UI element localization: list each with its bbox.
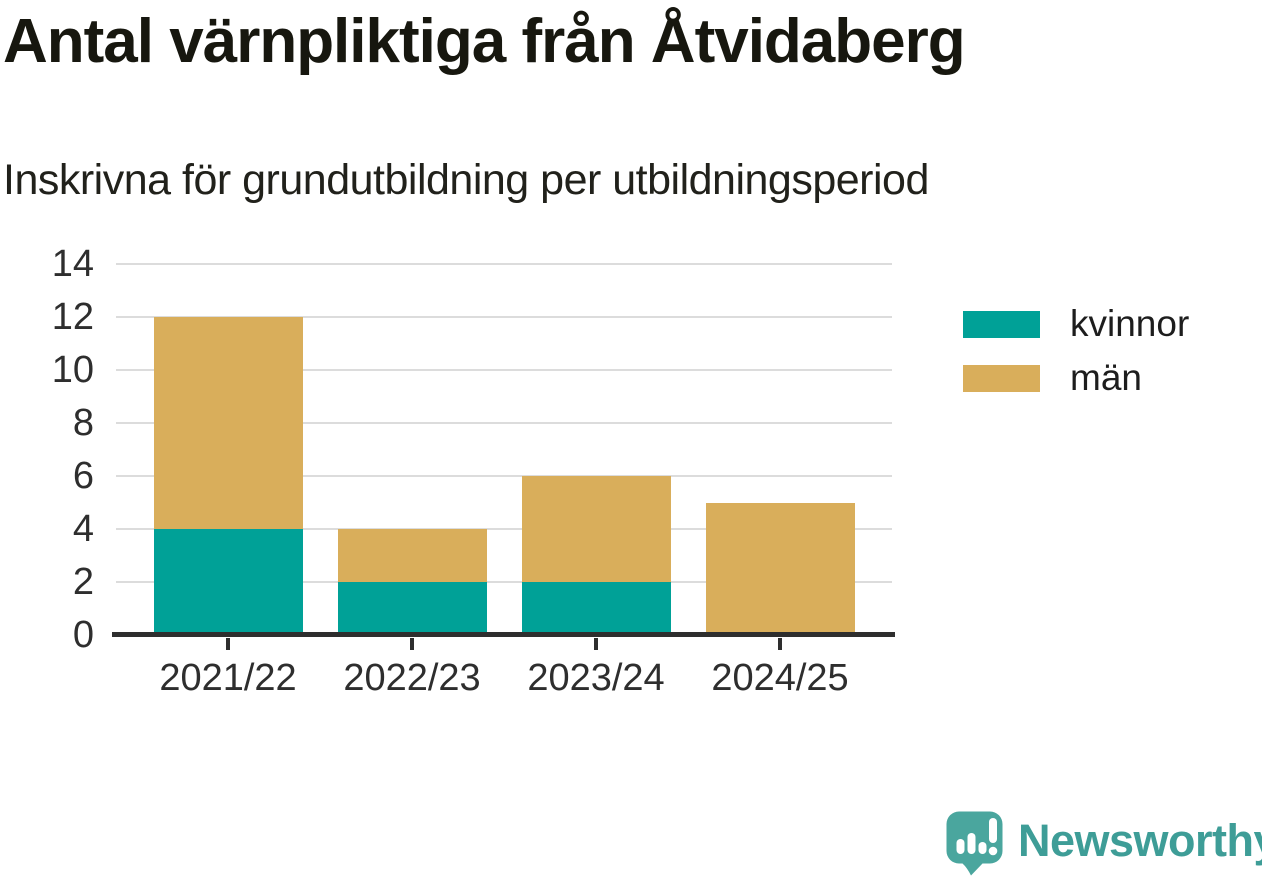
x-axis-tick-label: 2021/22: [159, 657, 297, 699]
legend-label: män: [1070, 357, 1142, 398]
x-axis-line: [112, 632, 895, 637]
plot-area: 2021/22 2022/23 2023/24 2024/25: [112, 263, 895, 699]
y-axis-tick-label: 6: [72, 455, 94, 497]
x-axis-tick-label: 2022/23: [343, 657, 481, 699]
y-axis-tick-label: 2: [72, 561, 94, 603]
bar-segment-män: [337, 529, 487, 582]
gridline: [116, 422, 892, 424]
bar-segment-män: [521, 476, 671, 582]
y-axis-tick-label: 4: [72, 508, 94, 550]
chart-subtitle: Inskrivna för grundutbildning per utbild…: [3, 156, 929, 204]
newsworthy-logo: Newsworthy: [946, 811, 1262, 876]
x-axis-tick: [594, 638, 598, 650]
chart-title: Antal värnpliktiga från Åtvidaberg: [3, 7, 966, 76]
x-axis-tick: [410, 638, 414, 650]
bar-segment-kvinnor: [337, 582, 487, 635]
x-axis-tick-label: 2024/25: [711, 657, 849, 699]
brand-wordmark: Newsworthy: [1018, 815, 1262, 866]
legend-item: män: [963, 357, 1189, 398]
bar-segment-kvinnor: [153, 529, 303, 635]
gridline: [116, 369, 892, 371]
y-axis-tick-label: 12: [51, 296, 94, 338]
gridline: [116, 316, 892, 318]
bar-chart: 0 2 4 6 8 10 12 14 2021/22 2022/23 2023/24 2024/25: [0, 240, 1262, 720]
y-axis-tick-label: 8: [72, 402, 94, 444]
bar-segment-män: [705, 502, 855, 635]
gridline: [116, 528, 892, 530]
legend-swatch: [963, 310, 1040, 338]
y-axis-tick-label: 10: [51, 349, 94, 391]
bar-segment-kvinnor: [521, 582, 671, 635]
gridline: [116, 581, 892, 583]
speech-bubble-bar-chart-exclamation-icon: [946, 811, 1003, 876]
legend: kvinnor män: [963, 303, 1190, 398]
bar-segment-män: [153, 317, 303, 529]
y-axis-tick-label: 0: [72, 614, 94, 656]
x-axis-tick: [226, 638, 230, 650]
gridline: [116, 263, 892, 265]
x-axis-tick: [778, 638, 782, 650]
legend-swatch: [963, 364, 1040, 392]
x-axis-tick-label: 2023/24: [527, 657, 665, 699]
y-axis-tick-label: 14: [51, 243, 94, 285]
legend-item: kvinnor: [963, 303, 1190, 344]
legend-label: kvinnor: [1070, 303, 1190, 344]
gridline: [116, 475, 892, 477]
